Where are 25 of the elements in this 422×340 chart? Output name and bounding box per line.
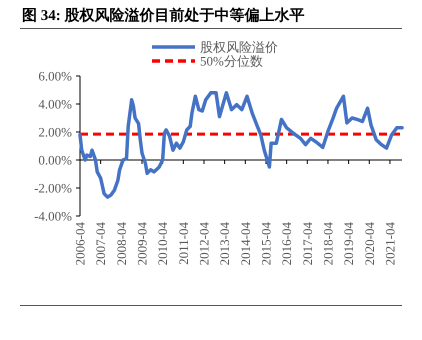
y-tick-label: 2.00% (38, 124, 72, 140)
x-tick-label: 2020-04 (362, 222, 377, 266)
x-tick-label: 2021-04 (382, 222, 398, 266)
legend-label: 50%分位数 (200, 54, 263, 68)
x-tick-label: 2007-04 (93, 222, 108, 266)
y-tick-label: 4.00% (38, 96, 72, 112)
x-tick-label: 2009-04 (134, 222, 150, 266)
x-tick-label: 2018-04 (320, 222, 336, 266)
x-tick-label: 2014-04 (238, 222, 253, 266)
legend-label: 股权风险溢价 (200, 40, 278, 54)
x-tick-label: 2006-04 (72, 222, 88, 266)
x-tick-label: 2015-04 (258, 222, 274, 266)
chart-title: 图 34: 股权风险溢价目前处于中等偏上水平 (22, 7, 304, 24)
y-tick-label: -4.00% (34, 208, 72, 224)
y-tick-label: -2.00% (34, 180, 72, 196)
x-tick-label: 2019-04 (341, 222, 356, 266)
x-tick-label: 2008-04 (114, 222, 129, 266)
x-tick-label: 2010-04 (155, 222, 170, 266)
y-tick-label: 0.00% (38, 152, 72, 168)
x-tick-label: 2012-04 (196, 222, 212, 266)
y-tick-label: 6.00% (38, 68, 72, 84)
x-tick-label: 2016-04 (279, 222, 294, 266)
x-tick-label: 2017-04 (300, 222, 315, 266)
x-tick-label: 2013-04 (217, 222, 232, 266)
x-tick-label: 2011-04 (176, 222, 191, 265)
